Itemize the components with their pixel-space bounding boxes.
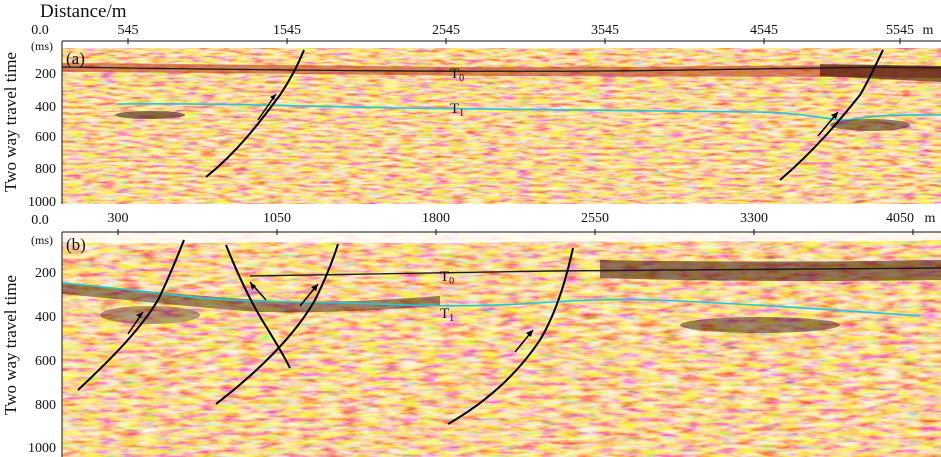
panel-b-fault-arrow-head [311,284,318,291]
panel-a-reflector-band-right [820,64,941,82]
panel-a-horizon-t0 [62,66,941,72]
panel-b-fault-arrow-head [250,282,256,290]
panel-a-fault-line [205,49,305,178]
panel-b-y-axis-title: Two way travel time [1,275,20,415]
panel-b-y-tick-label: 400 [35,310,56,325]
panel-a-y-unit: (ms) [31,39,53,53]
panel-b-y-tick-label: 800 [35,398,56,413]
panel-b-x-tick-label: 3300 [740,211,768,226]
panel-a-horizon-label-t1: T1 [450,101,464,119]
panel-b-fault-line [447,247,574,425]
panel-b-reflector-band [600,260,941,282]
panel-b-x-tick-label: 300 [108,211,129,226]
panel-b-horizon-t1 [62,282,921,317]
panel-b-y-tick-label: 1000 [28,441,56,456]
panel-a: T0 T1 (a) 545 1545 2545 3545 4545 5 [1,23,941,210]
distance-axis-title: Distance/m [40,1,127,22]
panel-b-horizon-label-t0: T0 [440,269,454,287]
panel-a-reflector-patch [830,119,910,131]
panel-b-horizon-label-t1: T1 [440,306,454,324]
panel-a-horizon-label-t0: T0 [450,66,464,84]
panel-a-y-tick-label: 800 [35,162,56,177]
panel-b-x-tick-label: 1050 [263,211,291,226]
panel-b-label: (b) [66,235,86,254]
panel-b-y-zero-label: 0.0 [31,213,49,228]
panel-a-label: (a) [66,49,85,68]
panel-b-x-ticks [117,229,914,235]
panel-b-y-tick-label: 600 [35,354,56,369]
panel-a-x-tick-label: 1545 [273,23,301,38]
panel-b-x-tick-label: 1800 [422,211,450,226]
panel-a-fault-line [779,49,884,181]
panel-a-y-tick-label: 1000 [28,195,56,210]
panel-b-top-mute [62,232,941,244]
panel-a-x-unit: m [923,23,934,38]
panel-b-fault-line [215,243,339,405]
panel-b-y-tick-label: 200 [35,266,56,281]
panel-a-y-zero-label: 0.0 [31,23,49,38]
panel-a-x-tick-label: 2545 [432,23,460,38]
panel-b-reflector-patch [680,317,840,333]
panel-a-y-tick-label: 200 [35,67,56,82]
panel-b-horizon-t0 [249,267,941,277]
panel-b-x-tick-label: 4050 [886,211,914,226]
panel-b-reflector-band [62,282,440,313]
panel-b-fault-line [77,239,185,391]
panel-b-x-tick-label: 2550 [581,211,609,226]
panel-a-y-tick-label: 400 [35,100,56,115]
panel-a-reflector-patch [115,111,185,119]
panel-b-y-unit: (ms) [31,233,53,247]
panel-a-y-axis-title: Two way travel time [1,52,20,192]
panel-a-x-tick-label: 4545 [750,23,778,38]
panel-b-fault-line [225,244,291,369]
panel-a-reflector-band [62,63,941,78]
panel-b-fault-arrow-head [526,330,533,337]
panel-a-fault-arrow-head [831,112,838,119]
panel-a-x-tick-label: 3545 [591,23,619,38]
panel-b-fault-arrow-head [136,312,143,318]
panel-b: T0 T1 (b) 300 1050 1800 2550 3300 4 [1,211,941,457]
panel-a-fault-arrow-head [270,94,276,100]
panel-b-x-unit: m [925,211,936,226]
panel-a-y-tick-label: 600 [35,130,56,145]
panel-a-x-tick-label: 5545 [886,23,914,38]
panel-a-x-ticks [127,38,901,44]
panel-a-x-tick-label: 545 [118,23,139,38]
panel-b-reflector-patch [100,306,200,324]
